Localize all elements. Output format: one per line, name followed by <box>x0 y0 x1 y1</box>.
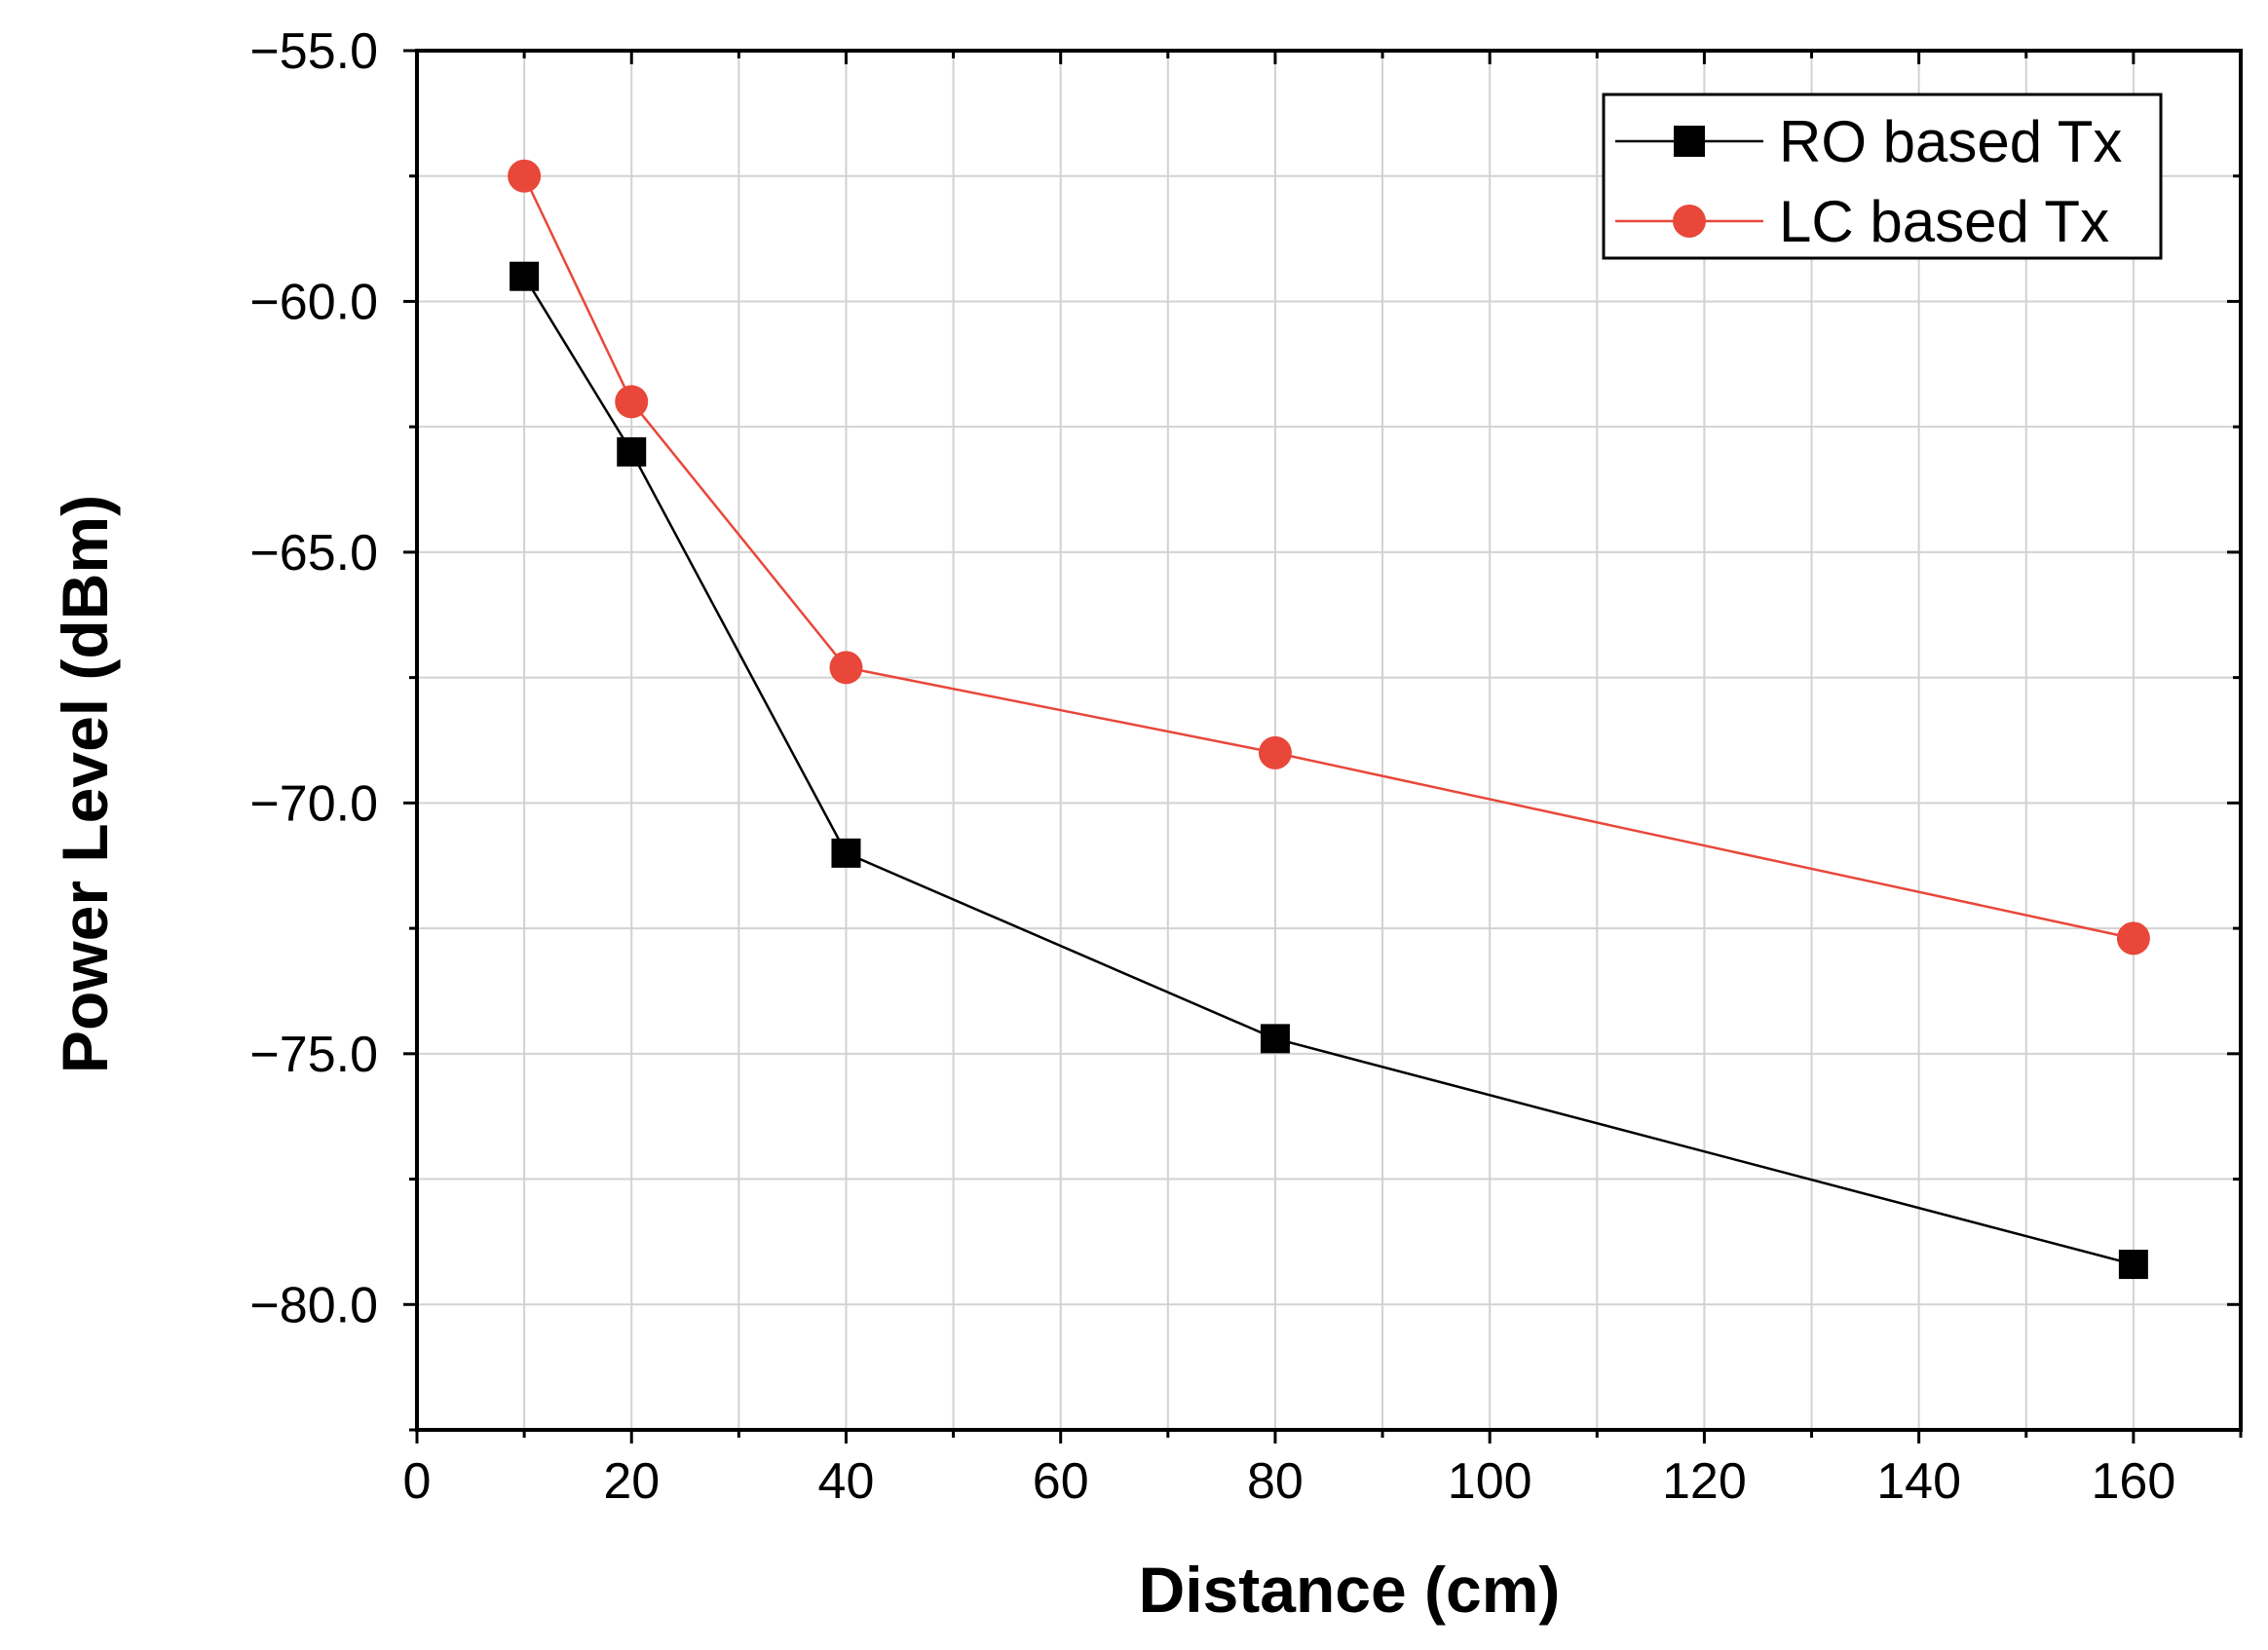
data-point <box>510 261 540 291</box>
legend: RO based Tx LC based Tx <box>1602 93 2163 260</box>
data-point <box>2118 1250 2148 1280</box>
data-point <box>1260 1024 1290 1054</box>
tick-labels: 0 20 40 60 80 100 120 140 160 −55.0 −60.0 −65.0 −70.… <box>249 23 2175 1510</box>
x-tick-label: 100 <box>1448 1453 1532 1510</box>
y-tick-label: −70.0 <box>249 775 378 832</box>
y-tick-label: −60.0 <box>249 274 378 330</box>
data-point <box>2116 921 2150 956</box>
y-axis-title: Power Level (dBm) <box>49 495 121 1073</box>
y-tick-label: −75.0 <box>249 1027 378 1083</box>
x-axis-title: Distance (cm) <box>1139 1554 1561 1626</box>
legend-label-ro: RO based Tx <box>1779 109 2122 174</box>
series-line <box>523 276 2135 1266</box>
series-layer <box>508 159 2150 1280</box>
legend-label-lc: LC based Tx <box>1779 189 2109 254</box>
y-tick-label: −80.0 <box>249 1277 378 1333</box>
x-tick-label: 0 <box>403 1453 432 1510</box>
x-tick-label: 80 <box>1247 1453 1304 1510</box>
ticks <box>403 49 2243 1444</box>
data-point <box>617 436 647 467</box>
x-tick-label: 40 <box>818 1453 875 1510</box>
data-point <box>508 159 542 193</box>
x-tick-label: 20 <box>603 1453 660 1510</box>
x-tick-label: 120 <box>1662 1453 1747 1510</box>
data-point <box>829 651 863 685</box>
y-tick-label: −65.0 <box>249 525 378 581</box>
data-point <box>615 385 649 419</box>
legend-marker-lc <box>1673 205 1706 238</box>
grid <box>417 51 2241 1430</box>
series-lc <box>508 159 2150 956</box>
data-point <box>1258 735 1292 769</box>
x-tick-label: 140 <box>1876 1453 1961 1510</box>
x-tick-label: 160 <box>2091 1453 2175 1510</box>
y-tick-label: −55.0 <box>249 23 378 80</box>
series-ro <box>510 261 2148 1280</box>
x-tick-label: 60 <box>1033 1453 1089 1510</box>
legend-marker-ro <box>1674 126 1705 157</box>
data-point <box>831 838 861 868</box>
series-line <box>522 175 2135 940</box>
plot-frame <box>415 49 2243 1432</box>
